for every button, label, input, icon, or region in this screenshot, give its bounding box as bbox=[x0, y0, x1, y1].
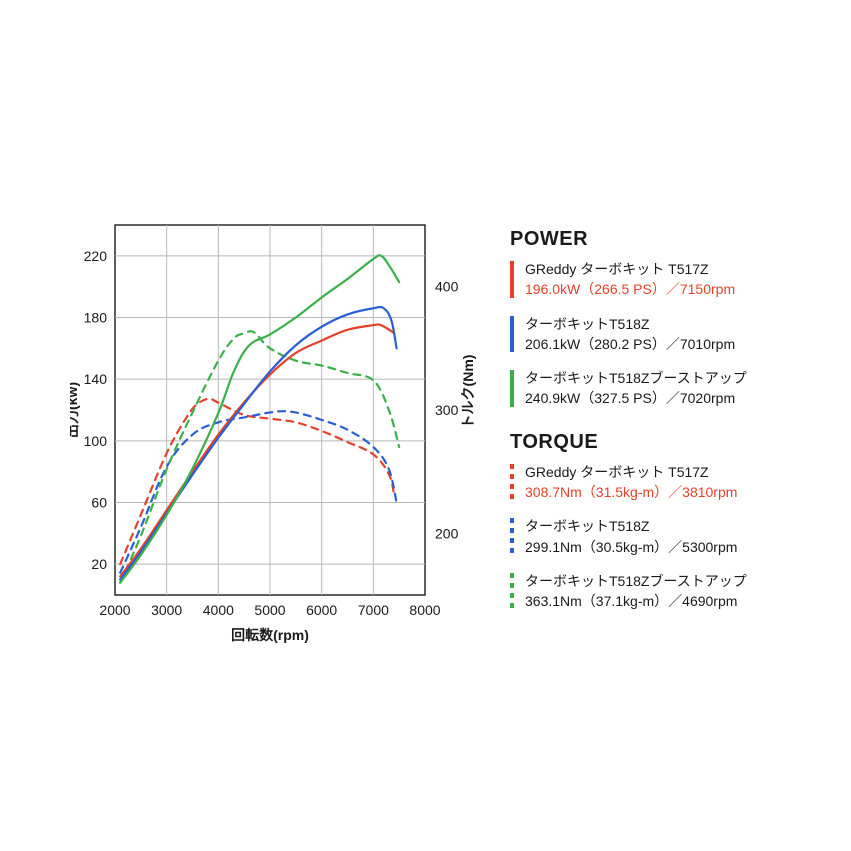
legend-line2: 363.1Nm（37.1kg-m）／4690rpm bbox=[525, 591, 830, 611]
legend-line2: 206.1kW（280.2 PS）／7010rpm bbox=[525, 334, 830, 354]
yleft-tick-label: 20 bbox=[91, 556, 107, 572]
legend: POWER GReddy ターボキット T517Z 196.0kW（266.5 P… bbox=[510, 220, 830, 626]
yleft-tick-label: 220 bbox=[84, 248, 108, 264]
legend-line1: GReddy ターボキット T517Z bbox=[525, 261, 709, 277]
yright-tick-label: 200 bbox=[435, 525, 459, 541]
yleft-tick-label: 100 bbox=[84, 433, 108, 449]
legend-item: GReddy ターボキット T517Z 196.0kW（266.5 PS）／715… bbox=[510, 259, 830, 300]
legend-item: ターボキットT518Z 299.1Nm（30.5kg-m）／5300rpm bbox=[510, 516, 830, 557]
legend-line2: 240.9kW（327.5 PS）／7020rpm bbox=[525, 388, 830, 408]
legend-item: GReddy ターボキット T517Z 308.7Nm（31.5kg-m）／381… bbox=[510, 462, 830, 503]
legend-line1: ターボキットT518Z bbox=[525, 518, 649, 534]
legend-line2: 196.0kW（266.5 PS）／7150rpm bbox=[525, 279, 830, 299]
yright-tick-label: 300 bbox=[435, 402, 459, 418]
x-axis-label: 回転数(rpm) bbox=[231, 627, 309, 643]
legend-line1: ターボキットT518Zブーストアップ bbox=[525, 370, 747, 386]
legend-color-bar bbox=[510, 316, 514, 353]
x-tick-label: 6000 bbox=[306, 602, 337, 618]
legend-item: ターボキットT518Zブーストアップ 240.9kW（327.5 PS）／7020… bbox=[510, 368, 830, 409]
x-tick-label: 3000 bbox=[151, 602, 182, 618]
dyno-chart: 2000 3000 4000 5000 6000 7000 8000 20 60 100 140 18… bbox=[70, 200, 490, 665]
legend-item: ターボキットT518Z 206.1kW（280.2 PS）／7010rpm bbox=[510, 314, 830, 355]
legend-color-bar bbox=[510, 464, 514, 501]
legend-power-list: GReddy ターボキット T517Z 196.0kW（266.5 PS）／715… bbox=[510, 259, 830, 409]
yleft-tick-label: 180 bbox=[84, 310, 108, 326]
legend-color-bar bbox=[510, 573, 514, 610]
page-root: 2000 3000 4000 5000 6000 7000 8000 20 60 100 140 18… bbox=[0, 0, 851, 851]
legend-torque-list: GReddy ターボキット T517Z 308.7Nm（31.5kg-m）／381… bbox=[510, 462, 830, 612]
x-tick-label: 4000 bbox=[203, 602, 234, 618]
chart-svg: 2000 3000 4000 5000 6000 7000 8000 20 60 100 140 18… bbox=[70, 200, 490, 660]
power-heading: POWER bbox=[510, 228, 830, 251]
yleft-tick-label: 140 bbox=[84, 371, 108, 387]
legend-item: ターボキットT518Zブーストアップ 363.1Nm（37.1kg-m）／4690… bbox=[510, 571, 830, 612]
legend-line1: ターボキットT518Zブーストアップ bbox=[525, 573, 747, 589]
legend-line1: ターボキットT518Z bbox=[525, 316, 649, 332]
torque-heading: TORQUE bbox=[510, 431, 830, 454]
yright-axis-label: トルク(Nm) bbox=[460, 355, 476, 429]
x-tick-label: 8000 bbox=[409, 602, 440, 618]
yleft-tick-label: 60 bbox=[91, 495, 107, 511]
x-tick-label: 7000 bbox=[358, 602, 389, 618]
legend-color-bar bbox=[510, 261, 514, 298]
legend-color-bar bbox=[510, 370, 514, 407]
x-tick-label: 2000 bbox=[99, 602, 130, 618]
legend-color-bar bbox=[510, 518, 514, 555]
legend-line2: 308.7Nm（31.5kg-m）／3810rpm bbox=[525, 482, 830, 502]
legend-line1: GReddy ターボキット T517Z bbox=[525, 464, 709, 480]
yright-tick-label: 400 bbox=[435, 279, 459, 295]
legend-line2: 299.1Nm（30.5kg-m）／5300rpm bbox=[525, 537, 830, 557]
x-tick-label: 5000 bbox=[254, 602, 285, 618]
yleft-axis-label: 出力(kw) bbox=[70, 382, 80, 438]
